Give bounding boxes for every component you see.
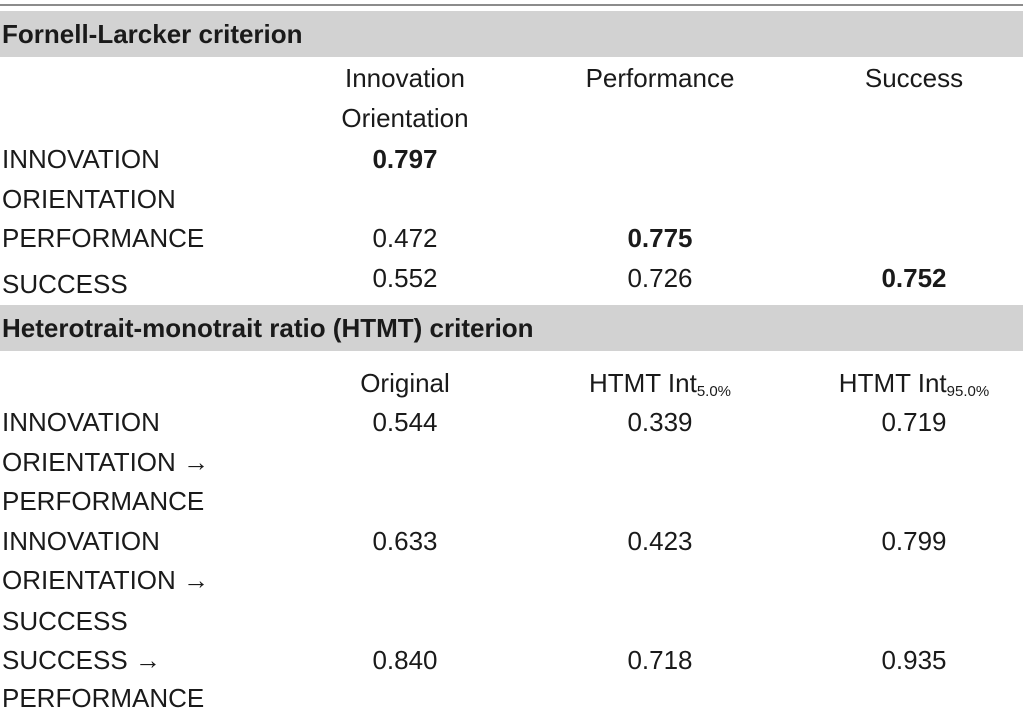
htmt-row1-v3: 0.719: [881, 407, 947, 437]
htmt-row2-v2: 0.423: [627, 526, 693, 556]
htmt-row3-v3: 0.935: [881, 645, 947, 675]
fornell-col3-header: Success: [864, 63, 964, 93]
htmt-row2-label-line1: INNOVATION: [2, 526, 160, 556]
top-rule: [0, 4, 1023, 6]
htmt-section-header: Heterotrait-monotrait ratio (HTMT) crite…: [0, 305, 1023, 351]
fornell-section-title: Fornell-Larcker criterion: [2, 19, 303, 49]
htmt-row2-label-line3: SUCCESS: [2, 606, 128, 636]
fornell-col1-header-line1: Innovation: [345, 63, 465, 93]
htmt-row1-v2: 0.339: [627, 407, 693, 437]
htmt-row3-v2: 0.718: [627, 645, 693, 675]
htmt-row2-v1: 0.633: [372, 526, 438, 556]
htmt-row2-v3: 0.799: [881, 526, 947, 556]
htmt-row3-v1: 0.840: [372, 645, 438, 675]
fornell-row1-label-line1: INNOVATION: [2, 144, 160, 174]
htmt-row3-label-line1: SUCCESS →: [2, 645, 161, 675]
fornell-row3-label: SUCCESS: [2, 269, 128, 299]
htmt-col1-header: Original: [360, 368, 450, 398]
htmt-row1-label-line2: ORIENTATION →: [2, 447, 210, 477]
htmt-row3-label-line2: PERFORMANCE: [2, 683, 205, 713]
fornell-row3-v2: 0.726: [627, 263, 693, 293]
fornell-col1-header-line2: Orientation: [341, 103, 469, 133]
htmt-row1-v1: 0.544: [372, 407, 438, 437]
fornell-row1-v1: 0.797: [372, 144, 438, 174]
fornell-row2-label: PERFORMANCE: [2, 223, 205, 253]
fornell-row3-v1: 0.552: [372, 263, 438, 293]
htmt-row1-label-line1: INNOVATION: [2, 407, 160, 437]
htmt-col3-header: HTMT Int95.0%: [838, 368, 990, 400]
fornell-row2-v2: 0.775: [627, 223, 693, 253]
fornell-row2-v1: 0.472: [372, 223, 438, 253]
htmt-row1-label-line3: PERFORMANCE: [2, 486, 205, 516]
fornell-row3-v3: 0.752: [881, 263, 947, 293]
htmt-section-title: Heterotrait-monotrait ratio (HTMT) crite…: [2, 313, 534, 343]
fornell-row1-label-line2: ORIENTATION: [2, 184, 176, 214]
fornell-section-header: Fornell-Larcker criterion: [0, 11, 1023, 57]
htmt-row2-label-line2: ORIENTATION →: [2, 565, 210, 595]
fornell-col2-header: Performance: [585, 63, 735, 93]
htmt-col2-header: HTMT Int5.0%: [588, 368, 732, 400]
